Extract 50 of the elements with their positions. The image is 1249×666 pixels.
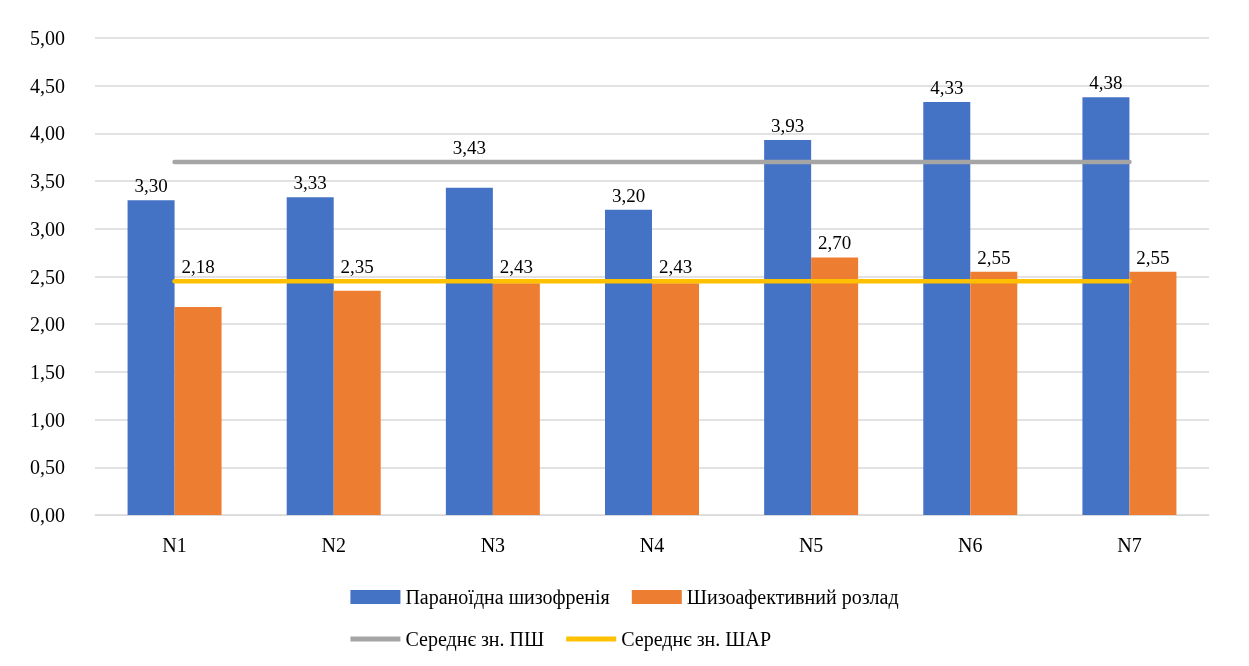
data-label: 3,20 [611, 184, 646, 206]
bar [286, 197, 334, 515]
legend-label: Параноїдна шизофренія [405, 586, 610, 609]
bar [811, 257, 859, 515]
data-label: 2,35 [340, 256, 374, 278]
y-tick-label: 3,00 [30, 217, 65, 240]
x-tick-label: N7 [1117, 534, 1142, 556]
bar [127, 200, 175, 515]
bar [1129, 271, 1177, 515]
bar [333, 290, 381, 515]
y-tick-label: 0,00 [30, 504, 65, 526]
bar [492, 283, 540, 515]
data-label: 3,43 [452, 137, 486, 159]
y-tick-label: 1,00 [30, 408, 65, 431]
data-label: 3,30 [134, 175, 168, 197]
y-tick-label: 0,50 [30, 456, 65, 479]
data-label: 2,18 [181, 256, 215, 278]
bar [174, 307, 222, 515]
legend-label: Середнє зн. ШАР [621, 628, 772, 651]
x-tick-label: N6 [958, 534, 983, 556]
x-tick-label: N3 [480, 534, 506, 556]
data-label: 2,70 [818, 232, 852, 254]
bar [605, 209, 652, 515]
data-label: 3,93 [771, 115, 805, 137]
x-tick-label: N4 [639, 534, 665, 556]
y-tick-label: 4,00 [30, 122, 65, 145]
bar [445, 187, 493, 515]
bar [652, 283, 699, 515]
bar [764, 140, 812, 515]
x-tick-label: N5 [798, 534, 824, 556]
y-tick-label: 5,00 [30, 27, 65, 49]
y-tick-label: 3,50 [30, 170, 65, 193]
bar [970, 271, 1018, 515]
y-tick-label: 1,50 [30, 360, 65, 383]
data-label: 4,33 [930, 76, 964, 98]
x-tick-label: N1 [162, 534, 187, 556]
bar [1082, 97, 1130, 515]
data-label: 2,43 [658, 256, 693, 278]
data-label: 4,38 [1089, 72, 1123, 94]
legend-label: Середнє зн. ПШ [405, 628, 545, 651]
y-tick-label: 2,50 [30, 265, 65, 288]
y-tick-label: 2,00 [30, 313, 65, 336]
data-label: 2,55 [1136, 246, 1170, 268]
y-tick-label: 4,50 [30, 74, 65, 97]
legend-label: Шизоафективний розлад [686, 586, 899, 609]
bar [923, 101, 971, 515]
data-label: 2,43 [499, 256, 533, 278]
x-tick-label: N2 [321, 534, 346, 556]
data-label: 3,33 [293, 172, 327, 194]
data-label: 2,55 [977, 246, 1011, 268]
